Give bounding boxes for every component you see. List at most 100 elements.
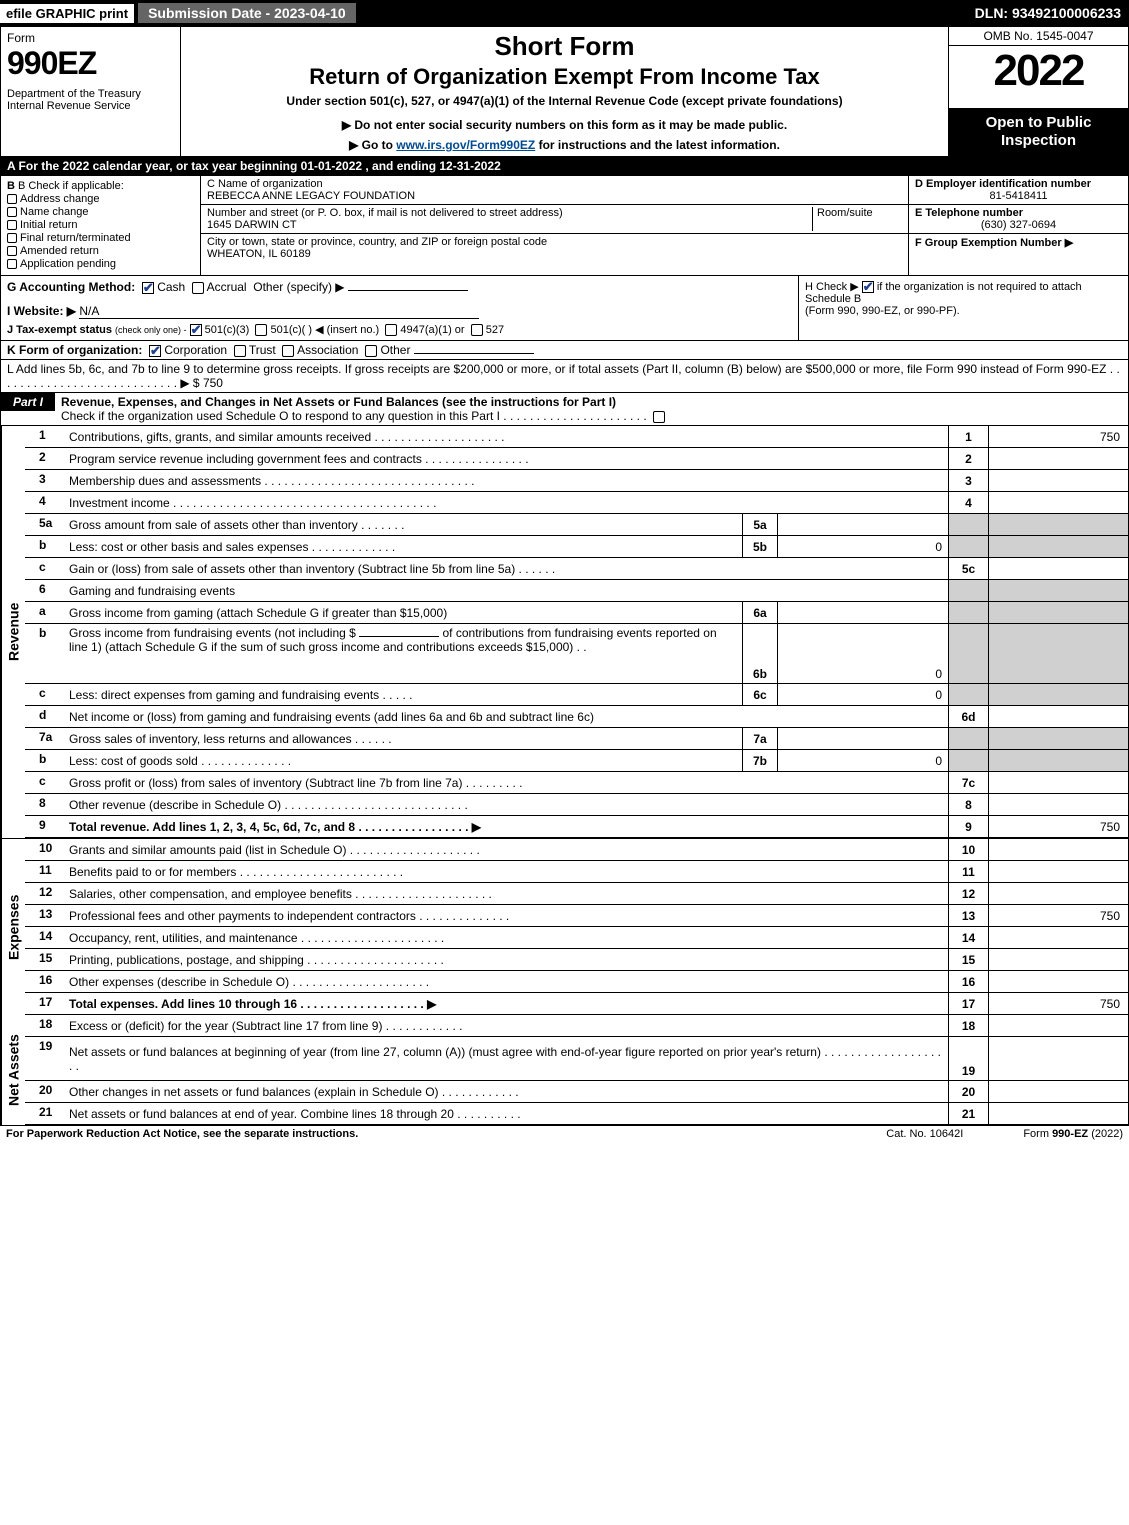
h-text2: (Form 990, 990-EZ, or 990-PF).: [805, 305, 960, 317]
checkbox-icon[interactable]: [234, 345, 246, 357]
k-line: K Form of organization: Corporation Trus…: [0, 341, 1129, 360]
e-row: E Telephone number (630) 327-0694: [909, 205, 1128, 234]
line-rval: [988, 1037, 1128, 1080]
checkbox-icon[interactable]: [192, 282, 204, 294]
section-g-i-j: G Accounting Method: Cash Accrual Other …: [1, 276, 798, 340]
b-opt-pending[interactable]: Application pending: [7, 258, 194, 270]
line-desc: Grants and similar amounts paid (list in…: [65, 839, 948, 860]
goto-link[interactable]: www.irs.gov/Form990EZ: [396, 138, 535, 152]
line-subnum: 6a: [742, 602, 778, 623]
line-6c: cLess: direct expenses from gaming and f…: [25, 684, 1128, 706]
footer-form-num: 990-EZ: [1052, 1128, 1088, 1140]
line-rnum: [948, 750, 988, 771]
checkbox-icon[interactable]: [255, 324, 267, 336]
line-2: 2Program service revenue including gover…: [25, 448, 1128, 470]
line-rval: [988, 750, 1128, 771]
line-desc: Gross amount from sale of assets other t…: [65, 514, 742, 535]
checkbox-icon[interactable]: [471, 324, 483, 336]
line-num: 8: [25, 794, 65, 815]
efile-label[interactable]: efile GRAPHIC print: [0, 4, 134, 23]
line-12: 12Salaries, other compensation, and empl…: [25, 883, 1128, 905]
b-opt-amended[interactable]: Amended return: [7, 245, 194, 257]
c-name-row: C Name of organization REBECCA ANNE LEGA…: [201, 176, 908, 205]
b-opt-initial[interactable]: Initial return: [7, 219, 194, 231]
k-assoc: Association: [297, 343, 358, 357]
line-rnum: 15: [948, 949, 988, 970]
e-label: E Telephone number: [915, 207, 1023, 219]
c-street-row: Number and street (or P. O. box, if mail…: [201, 205, 908, 234]
line-subval: 0: [778, 684, 948, 705]
g-line: G Accounting Method: Cash Accrual Other …: [7, 280, 792, 294]
g-other: Other (specify) ▶: [253, 280, 344, 294]
line-num: 21: [25, 1103, 65, 1124]
page-footer: For Paperwork Reduction Act Notice, see …: [0, 1125, 1129, 1142]
line-rnum: 5c: [948, 558, 988, 579]
line-1: 1Contributions, gifts, grants, and simil…: [25, 426, 1128, 448]
line-rval: [988, 1081, 1128, 1102]
checkbox-icon: [7, 259, 17, 269]
line-rnum: [948, 514, 988, 535]
line-9: 9Total revenue. Add lines 1, 2, 3, 4, 5c…: [25, 816, 1128, 838]
line-7c: cGross profit or (loss) from sales of in…: [25, 772, 1128, 794]
checkbox-icon[interactable]: [653, 411, 665, 423]
checkbox-icon[interactable]: [282, 345, 294, 357]
line-rval: [988, 861, 1128, 882]
line-rnum: 3: [948, 470, 988, 491]
k-other-input[interactable]: [414, 353, 534, 354]
checkbox-checked-icon[interactable]: [862, 281, 874, 293]
line-desc: Other revenue (describe in Schedule O) .…: [65, 794, 948, 815]
l-value: 750: [203, 376, 223, 390]
line-4: 4Investment income . . . . . . . . . . .…: [25, 492, 1128, 514]
c-room-label: Room/suite: [812, 207, 902, 231]
expenses-sidelabel: Expenses: [1, 839, 25, 1015]
line-desc: Net assets or fund balances at beginning…: [65, 1037, 948, 1080]
line-6b-t1: Gross income from fundraising events (no…: [69, 626, 356, 640]
checkbox-checked-icon[interactable]: [142, 282, 154, 294]
line-num: 13: [25, 905, 65, 926]
part1-dots: . . . . . . . . . . . . . . . . . . . . …: [503, 409, 646, 423]
j-4947: 4947(a)(1) or: [400, 324, 464, 336]
c-city-value: WHEATON, IL 60189: [207, 248, 311, 260]
checkbox-checked-icon[interactable]: [190, 324, 202, 336]
j-501c3: 501(c)(3): [205, 324, 250, 336]
b-opt-name[interactable]: Name change: [7, 206, 194, 218]
expenses-table: Expenses 10Grants and similar amounts pa…: [0, 838, 1129, 1015]
dln: DLN: 93492100006233: [975, 5, 1129, 21]
netassets-body: 18Excess or (deficit) for the year (Subt…: [25, 1015, 1128, 1125]
part1-title-block: Revenue, Expenses, and Changes in Net As…: [55, 393, 1128, 425]
line-desc: Net assets or fund balances at end of ye…: [65, 1103, 948, 1124]
checkbox-icon[interactable]: [365, 345, 377, 357]
line-desc: Excess or (deficit) for the year (Subtra…: [65, 1015, 948, 1036]
line-7b: bLess: cost of goods sold . . . . . . . …: [25, 750, 1128, 772]
line-desc: Other changes in net assets or fund bala…: [65, 1081, 948, 1102]
line-rval: [988, 684, 1128, 705]
b-opt-address[interactable]: Address change: [7, 193, 194, 205]
line-rval: [988, 1103, 1128, 1124]
line-rval: [988, 624, 1128, 683]
d-value: 81-5418411: [915, 190, 1122, 202]
checkbox-checked-icon[interactable]: [149, 345, 161, 357]
line-6: 6Gaming and fundraising events: [25, 580, 1128, 602]
j-line: J Tax-exempt status (check only one) - 5…: [7, 323, 792, 336]
footer-catno: Cat. No. 10642I: [886, 1128, 963, 1140]
b-head-text: B Check if applicable:: [18, 180, 124, 192]
line-rval: [988, 706, 1128, 727]
b-opt-final[interactable]: Final return/terminated: [7, 232, 194, 244]
line-subval: 0: [778, 624, 948, 683]
line-desc: Investment income . . . . . . . . . . . …: [65, 492, 948, 513]
line-desc: Program service revenue including govern…: [65, 448, 948, 469]
checkbox-icon[interactable]: [385, 324, 397, 336]
checkbox-icon: [7, 207, 17, 217]
d-row: D Employer identification number 81-5418…: [909, 176, 1128, 205]
line-16: 16Other expenses (describe in Schedule O…: [25, 971, 1128, 993]
line-rnum: 12: [948, 883, 988, 904]
g-other-input[interactable]: [348, 290, 468, 291]
line-7a: 7aGross sales of inventory, less returns…: [25, 728, 1128, 750]
line-6b-blank[interactable]: [359, 636, 439, 637]
line-rnum: 4: [948, 492, 988, 513]
line-6d: dNet income or (loss) from gaming and fu…: [25, 706, 1128, 728]
h-label: H Check ▶: [805, 281, 859, 293]
line-rval: [988, 794, 1128, 815]
line-rnum: 1: [948, 426, 988, 447]
line-num: a: [25, 602, 65, 623]
